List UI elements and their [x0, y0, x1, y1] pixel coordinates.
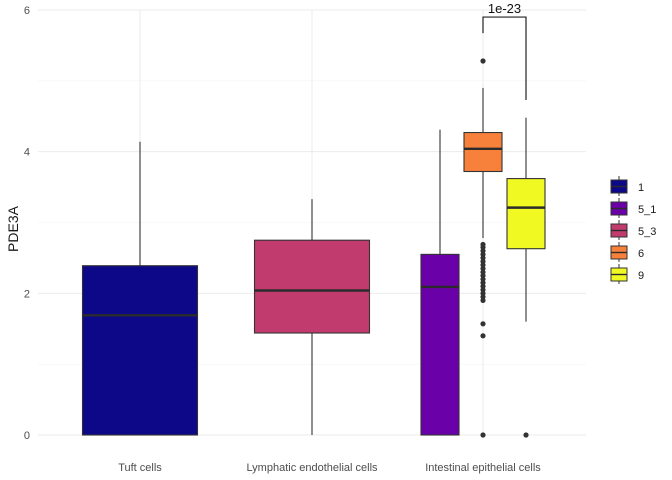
box-5_3 — [253, 199, 371, 435]
x-axis: Tuft cells Lymphatic endothelial cells Int… — [118, 462, 541, 474]
legend-item-5_3: 5_3 — [610, 220, 656, 240]
outlier-point — [480, 321, 486, 327]
legend-label: 6 — [638, 248, 644, 260]
legend-label: 1 — [638, 182, 644, 194]
outlier-point — [480, 58, 486, 64]
legend-item-5_1: 5_1 — [610, 198, 656, 218]
box-6 — [463, 58, 503, 438]
y-tick-label: 0 — [24, 430, 30, 442]
y-tick-label: 6 — [24, 5, 30, 17]
outlier-point — [523, 432, 529, 438]
significance-bracket — [482, 16, 527, 100]
legend-label: 5_1 — [638, 204, 656, 216]
legend-item-6: 6 — [610, 242, 644, 262]
outlier-point — [480, 333, 486, 339]
outlier-point — [480, 297, 486, 304]
legend-label: 5_3 — [638, 226, 656, 238]
box-rect — [463, 131, 503, 173]
legend-label: 9 — [638, 270, 644, 282]
box-rect — [506, 178, 546, 250]
y-axis: 0 2 4 6 — [24, 5, 30, 442]
box-1 — [81, 141, 199, 436]
box-rect — [81, 265, 199, 436]
x-tick-label: Lymphatic endothelial cells — [246, 462, 378, 474]
x-tick-label: Tuft cells — [118, 462, 162, 474]
box-rect — [420, 253, 460, 436]
significance-annotation: 1e-23 — [482, 1, 527, 100]
boxes-layer — [81, 58, 546, 438]
y-tick-label: 4 — [24, 147, 30, 159]
box-9 — [506, 117, 546, 438]
significance-label: 1e-23 — [488, 1, 521, 16]
legend-item-1: 1 — [610, 176, 644, 196]
y-axis-label: PDE3A — [5, 205, 21, 252]
x-tick-label: Intestinal epithelial cells — [425, 462, 541, 474]
box-5_1 — [420, 129, 460, 436]
outlier-point — [480, 432, 486, 438]
y-tick-label: 2 — [24, 288, 30, 300]
box-rect — [253, 239, 371, 334]
legend: 1 5_1 5_3 6 9 — [610, 176, 656, 284]
legend-item-9: 9 — [610, 264, 644, 284]
